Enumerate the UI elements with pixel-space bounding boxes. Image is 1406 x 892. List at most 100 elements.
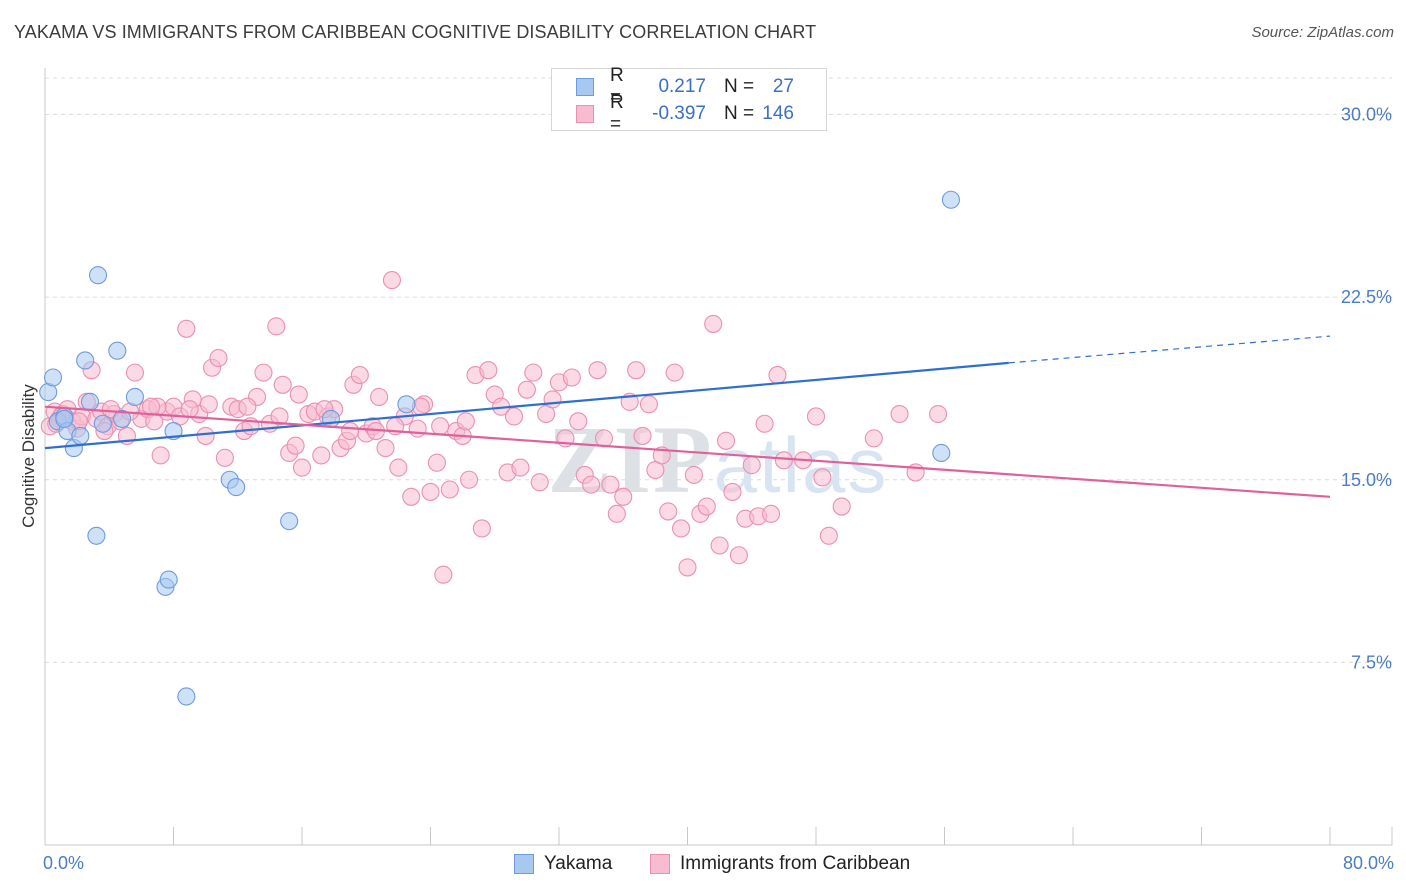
legend-n-value: 27 [772, 76, 794, 97]
trend-lines [44, 335, 1331, 498]
caribbean-point [125, 363, 144, 382]
y-tick-label: 30.0% [1341, 105, 1392, 125]
caribbean-point [273, 375, 292, 394]
caribbean-point [723, 482, 742, 501]
caribbean-point [594, 429, 614, 448]
caribbean-point [768, 366, 787, 385]
caribbean-point [389, 458, 408, 477]
caribbean-point [929, 404, 948, 424]
yakama-point [43, 368, 63, 387]
caribbean-point [601, 475, 620, 494]
caribbean-point [254, 363, 273, 382]
caribbean-point [292, 458, 312, 477]
bottom-legend-caribbean: Immigrants from Caribbean [650, 852, 910, 876]
caribbean-point [864, 429, 883, 448]
legend-n-label: N = [724, 103, 755, 124]
caribbean-point [434, 565, 453, 584]
y-tick-label: 22.5% [1341, 287, 1392, 307]
yakama-point [87, 526, 106, 545]
yakama-point [159, 570, 178, 589]
caribbean-point [530, 473, 549, 492]
y-tick-label: 7.5% [1351, 652, 1392, 672]
yakama-point [80, 392, 100, 411]
caribbean-point [774, 451, 793, 470]
caribbean-point [755, 414, 774, 433]
caribbean-point [588, 361, 607, 380]
caribbean-point [370, 387, 389, 407]
caribbean-point [196, 426, 215, 445]
caribbean-point [151, 446, 170, 465]
caribbean-point [504, 407, 524, 426]
yakama-trend-extension [1008, 335, 1331, 364]
yakama-point [227, 478, 246, 497]
caribbean-point [524, 363, 543, 382]
legend-row-yakama: R = 0.217 N = 27 [576, 65, 794, 108]
caribbean-point [672, 519, 691, 538]
caribbean-point [479, 361, 498, 380]
caribbean-point [659, 502, 678, 521]
legend-n-label: N = [724, 76, 755, 97]
caribbean-point [215, 448, 234, 467]
caribbean-point [684, 465, 703, 484]
yakama-point [55, 409, 74, 428]
caribbean-point [421, 482, 440, 501]
legend-r-value: 0.217 [658, 76, 706, 97]
caribbean-point [543, 390, 562, 409]
caribbean-point [289, 385, 308, 404]
caribbean-point [267, 317, 286, 336]
yakama-point [93, 414, 112, 433]
legend-swatch-caribbean [576, 105, 594, 123]
grid-lines [45, 77, 1392, 663]
legend-n-value: 146 [762, 103, 794, 124]
caribbean-point [382, 271, 402, 290]
caribbean-point [472, 519, 491, 538]
caribbean-point [627, 361, 646, 380]
bottom-legend-label: Immigrants from Caribbean [680, 853, 911, 874]
caribbean-point [614, 487, 633, 506]
caribbean-point [678, 558, 697, 577]
caribbean-point [819, 526, 838, 545]
chart-source: Source: ZipAtlas.com [1251, 24, 1394, 41]
caribbean-point [607, 504, 626, 523]
caribbean-point [813, 468, 832, 487]
yakama-point [76, 351, 95, 370]
caribbean-point [729, 546, 748, 565]
caribbean-point [697, 497, 716, 516]
caribbean-point [742, 456, 761, 475]
caribbean-point [209, 348, 228, 368]
bottom-legend-yakama: Yakama [514, 852, 612, 876]
yakama-point [108, 341, 127, 360]
axis-labels: 7.5% 15.0% 22.5% 30.0% 0.0% 80.0% [43, 105, 1394, 873]
axes [44, 68, 1393, 846]
caribbean-point [890, 404, 909, 424]
bottom-legend-label: Yakama [544, 853, 613, 874]
yakama-point [280, 512, 299, 531]
y-axis-label: Cognitive Disability [19, 384, 38, 528]
caribbean-point [199, 395, 218, 414]
caribbean-point [440, 480, 459, 499]
caribbean-point [806, 407, 826, 426]
legend-r-value: -0.397 [652, 103, 706, 124]
caribbean-point [341, 422, 360, 441]
caribbean-point [270, 407, 289, 426]
bottom-swatch-caribbean [650, 854, 670, 874]
caribbean-point [582, 475, 601, 494]
caribbean-point [716, 431, 736, 450]
caribbean-point [562, 368, 581, 387]
caribbean-point [350, 366, 369, 385]
caribbean-point [376, 439, 395, 458]
legend-row-caribbean: R = -0.397 N = 146 [576, 92, 794, 135]
legend-r-label: R = [610, 65, 624, 108]
yakama-point [932, 443, 951, 463]
caribbean-point [639, 395, 659, 414]
chart-title: YAKAMA VS IMMIGRANTS FROM CARIBBEAN COGN… [14, 22, 817, 42]
caribbean-point [459, 470, 479, 489]
caribbean-point [456, 412, 475, 431]
caribbean-point [633, 426, 652, 445]
x-tick-label: 0.0% [43, 853, 84, 873]
caribbean-point [286, 436, 305, 455]
yakama-point [321, 409, 340, 428]
caribbean-point [180, 400, 199, 419]
caribbean-point [665, 363, 684, 382]
